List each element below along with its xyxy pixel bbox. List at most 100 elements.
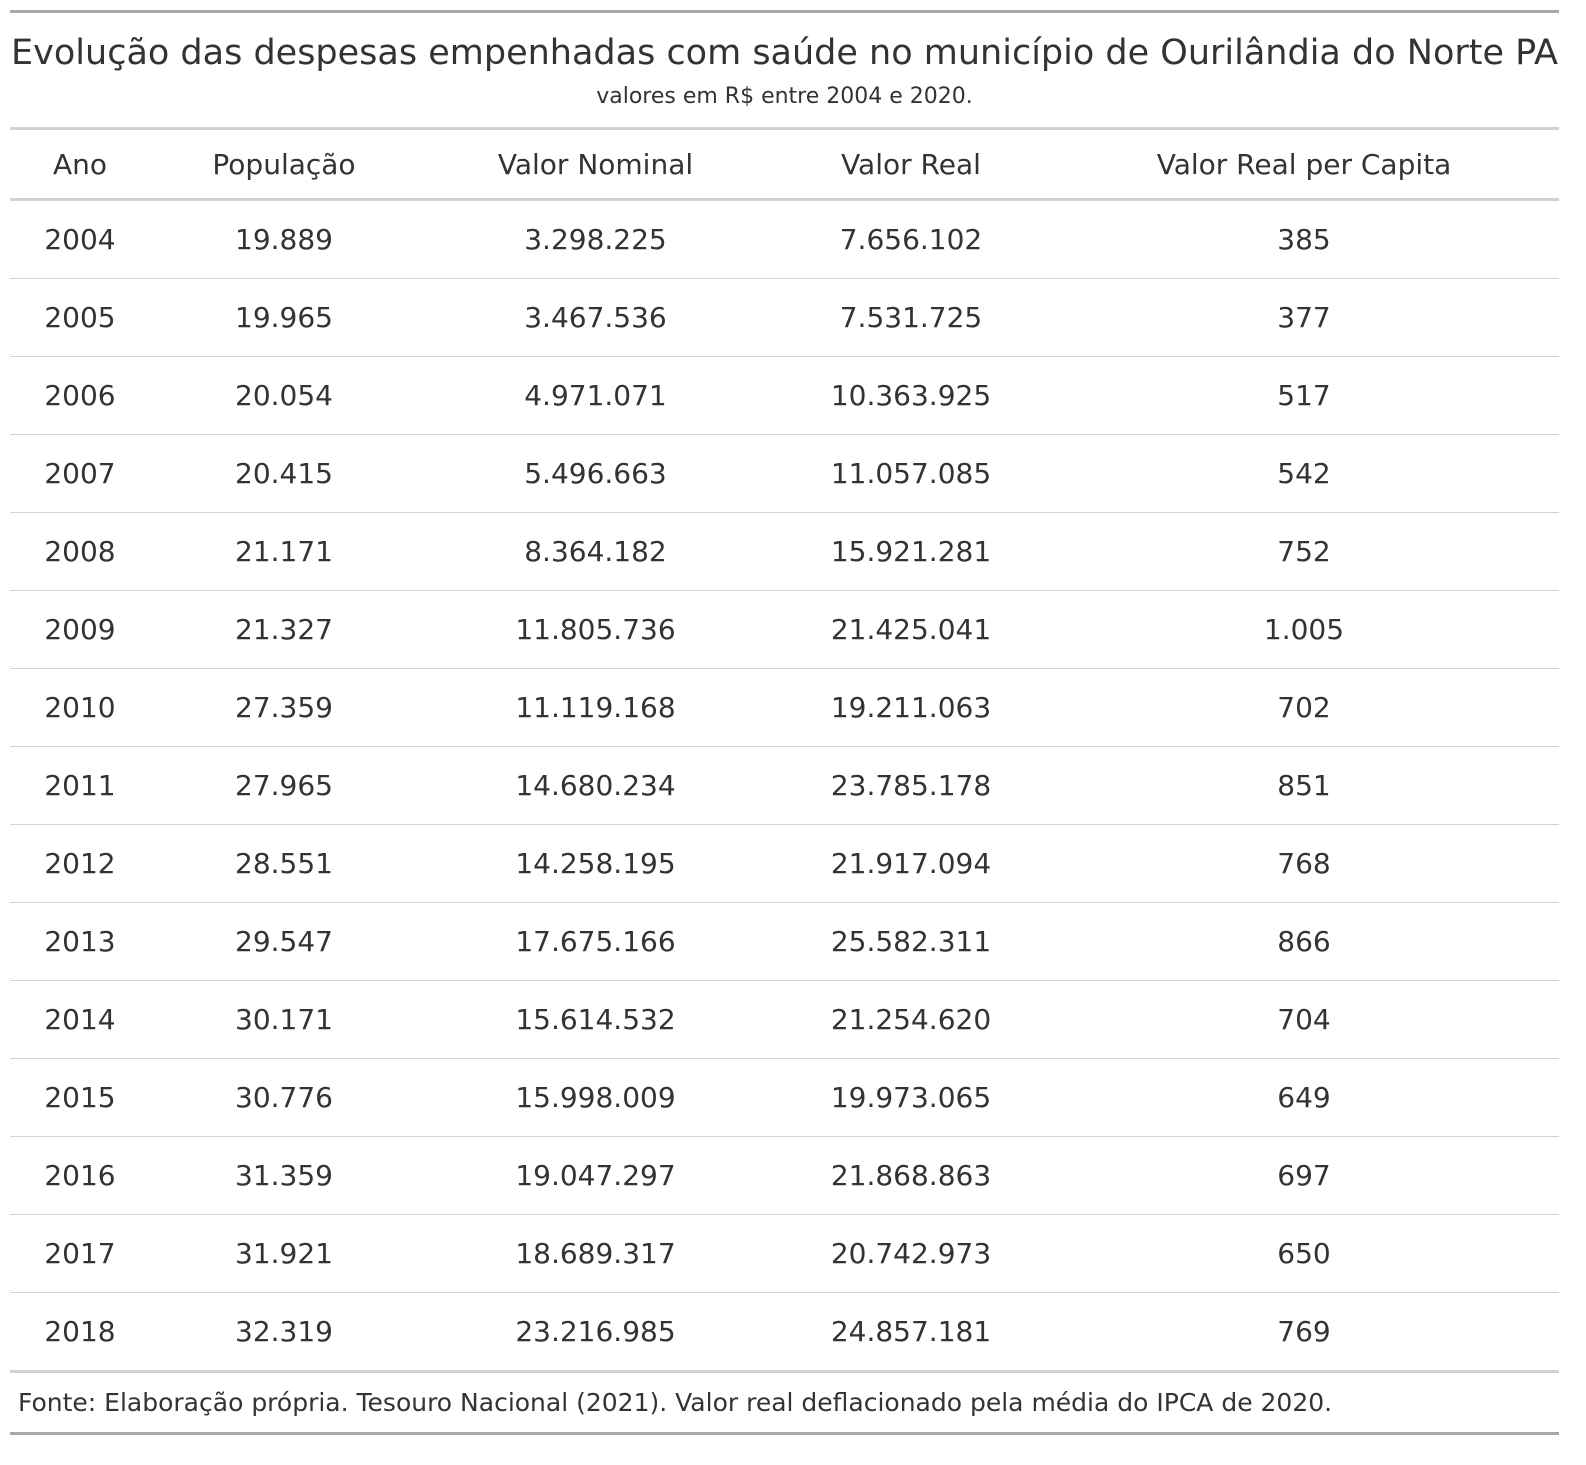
- cell-valor-real-per-capita: 769: [1049, 1292, 1559, 1373]
- cell-ano: 2011: [10, 746, 150, 825]
- cell-valor-nominal: 23.216.985: [418, 1292, 773, 1373]
- bottom-rule: [10, 1432, 1559, 1435]
- cell-populacao: 19.965: [150, 278, 418, 357]
- cell-valor-real: 20.742.973: [773, 1214, 1049, 1293]
- cell-valor-nominal: 19.047.297: [418, 1136, 773, 1215]
- table-body: 2004 19.889 3.298.225 7.656.102 385 2005…: [10, 199, 1559, 1373]
- column-header-valor-real-per-capita: Valor Real per Capita: [1049, 130, 1559, 201]
- cell-populacao: 21.171: [150, 512, 418, 591]
- cell-valor-nominal: 3.298.225: [418, 199, 773, 279]
- cell-populacao: 20.415: [150, 434, 418, 513]
- cell-populacao: 21.327: [150, 590, 418, 669]
- cell-valor-nominal: 8.364.182: [418, 512, 773, 591]
- table-row: 2016 31.359 19.047.297 21.868.863 697: [10, 1136, 1559, 1215]
- cell-valor-real-per-capita: 517: [1049, 356, 1559, 435]
- cell-populacao: 29.547: [150, 902, 418, 981]
- cell-valor-nominal: 14.258.195: [418, 824, 773, 903]
- cell-populacao: 20.054: [150, 356, 418, 435]
- cell-valor-nominal: 11.119.168: [418, 668, 773, 747]
- cell-ano: 2006: [10, 356, 150, 435]
- cell-valor-real: 7.656.102: [773, 199, 1049, 279]
- table-row: 2007 20.415 5.496.663 11.057.085 542: [10, 434, 1559, 513]
- table-row: 2004 19.889 3.298.225 7.656.102 385: [10, 199, 1559, 279]
- table-row: 2013 29.547 17.675.166 25.582.311 866: [10, 902, 1559, 981]
- cell-valor-real: 11.057.085: [773, 434, 1049, 513]
- cell-valor-real-per-capita: 542: [1049, 434, 1559, 513]
- table-row: 2012 28.551 14.258.195 21.917.094 768: [10, 824, 1559, 903]
- cell-valor-real: 21.425.041: [773, 590, 1049, 669]
- cell-valor-real: 25.582.311: [773, 902, 1049, 981]
- table-subtitle: valores em R$ entre 2004 e 2020.: [596, 84, 973, 109]
- table-row: 2014 30.171 15.614.532 21.254.620 704: [10, 980, 1559, 1059]
- cell-valor-real-per-capita: 851: [1049, 746, 1559, 825]
- cell-valor-real: 24.857.181: [773, 1292, 1049, 1373]
- cell-populacao: 30.171: [150, 980, 418, 1059]
- cell-ano: 2008: [10, 512, 150, 591]
- cell-valor-real-per-capita: 1.005: [1049, 590, 1559, 669]
- cell-ano: 2004: [10, 199, 150, 279]
- cell-valor-real-per-capita: 704: [1049, 980, 1559, 1059]
- cell-valor-real: 15.921.281: [773, 512, 1049, 591]
- column-header-valor-real: Valor Real: [773, 130, 1049, 201]
- cell-valor-nominal: 3.467.536: [418, 278, 773, 357]
- cell-valor-real: 10.363.925: [773, 356, 1049, 435]
- cell-valor-nominal: 15.614.532: [418, 980, 773, 1059]
- cell-populacao: 30.776: [150, 1058, 418, 1137]
- column-header-populacao: População: [150, 130, 418, 201]
- table-title: Evolução das despesas empenhadas com saú…: [11, 33, 1558, 73]
- cell-ano: 2010: [10, 668, 150, 747]
- cell-populacao: 31.921: [150, 1214, 418, 1293]
- cell-valor-nominal: 17.675.166: [418, 902, 773, 981]
- cell-ano: 2013: [10, 902, 150, 981]
- cell-populacao: 32.319: [150, 1292, 418, 1373]
- cell-ano: 2009: [10, 590, 150, 669]
- table-row: 2015 30.776 15.998.009 19.973.065 649: [10, 1058, 1559, 1137]
- cell-ano: 2015: [10, 1058, 150, 1137]
- cell-valor-real-per-capita: 385: [1049, 199, 1559, 279]
- cell-valor-nominal: 5.496.663: [418, 434, 773, 513]
- cell-valor-real-per-capita: 697: [1049, 1136, 1559, 1215]
- cell-valor-nominal: 4.971.071: [418, 356, 773, 435]
- cell-ano: 2012: [10, 824, 150, 903]
- cell-valor-real: 21.254.620: [773, 980, 1049, 1059]
- cell-valor-real-per-capita: 866: [1049, 902, 1559, 981]
- top-rule: [10, 10, 1559, 13]
- column-header-ano: Ano: [10, 130, 150, 201]
- cell-valor-real: 23.785.178: [773, 746, 1049, 825]
- cell-valor-real-per-capita: 377: [1049, 278, 1559, 357]
- cell-ano: 2014: [10, 980, 150, 1059]
- cell-valor-real: 7.531.725: [773, 278, 1049, 357]
- table-row: 2008 21.171 8.364.182 15.921.281 752: [10, 512, 1559, 591]
- cell-ano: 2016: [10, 1136, 150, 1215]
- cell-valor-real-per-capita: 649: [1049, 1058, 1559, 1137]
- table-row: 2009 21.327 11.805.736 21.425.041 1.005: [10, 590, 1559, 669]
- cell-valor-real: 21.917.094: [773, 824, 1049, 903]
- data-table-figure: Evolução das despesas empenhadas com saú…: [10, 10, 1559, 1435]
- cell-valor-nominal: 15.998.009: [418, 1058, 773, 1137]
- cell-valor-nominal: 18.689.317: [418, 1214, 773, 1293]
- cell-populacao: 28.551: [150, 824, 418, 903]
- cell-populacao: 31.359: [150, 1136, 418, 1215]
- table-header-row: Ano População Valor Nominal Valor Real V…: [10, 130, 1559, 201]
- data-table: Ano População Valor Nominal Valor Real V…: [10, 130, 1559, 1373]
- column-header-valor-nominal: Valor Nominal: [418, 130, 773, 201]
- table-row: 2018 32.319 23.216.985 24.857.181 769: [10, 1292, 1559, 1373]
- cell-populacao: 27.359: [150, 668, 418, 747]
- cell-valor-real-per-capita: 650: [1049, 1214, 1559, 1293]
- cell-valor-real-per-capita: 768: [1049, 824, 1559, 903]
- cell-populacao: 19.889: [150, 199, 418, 279]
- cell-ano: 2017: [10, 1214, 150, 1293]
- cell-valor-real: 21.868.863: [773, 1136, 1049, 1215]
- cell-ano: 2018: [10, 1292, 150, 1373]
- cell-populacao: 27.965: [150, 746, 418, 825]
- header-rule: [10, 127, 1559, 130]
- table-row: 2011 27.965 14.680.234 23.785.178 851: [10, 746, 1559, 825]
- cell-valor-real: 19.973.065: [773, 1058, 1049, 1137]
- source-note: Fonte: Elaboração própria. Tesouro Nacio…: [18, 1388, 1333, 1417]
- cell-valor-nominal: 11.805.736: [418, 590, 773, 669]
- table-row: 2006 20.054 4.971.071 10.363.925 517: [10, 356, 1559, 435]
- cell-ano: 2007: [10, 434, 150, 513]
- cell-ano: 2005: [10, 278, 150, 357]
- table-row: 2005 19.965 3.467.536 7.531.725 377: [10, 278, 1559, 357]
- table-row: 2010 27.359 11.119.168 19.211.063 702: [10, 668, 1559, 747]
